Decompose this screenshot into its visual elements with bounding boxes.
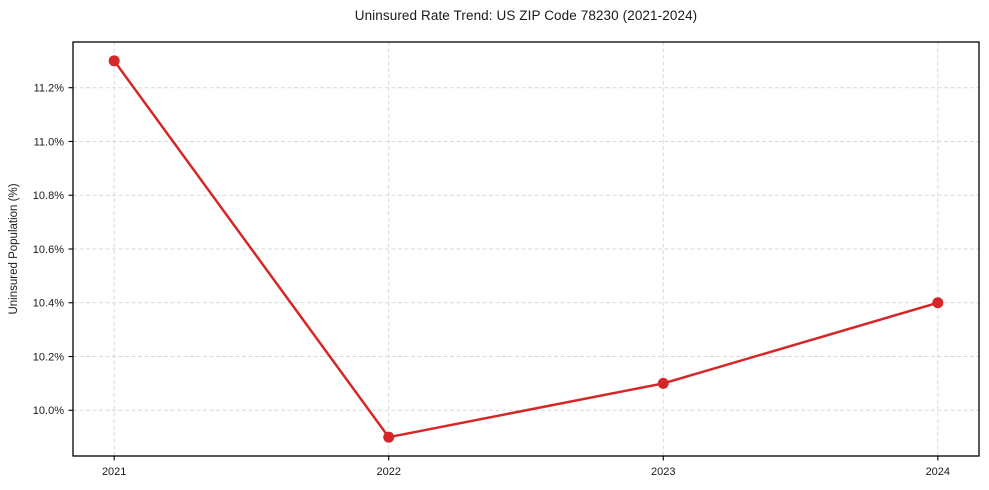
x-tick-label: 2022 xyxy=(376,466,400,478)
chart-title: Uninsured Rate Trend: US ZIP Code 78230 … xyxy=(354,8,698,23)
y-tick-label: 11.2% xyxy=(34,83,65,95)
y-tick-label: 10.2% xyxy=(33,351,64,363)
y-tick-label: 10.6% xyxy=(33,244,64,256)
data-point-marker xyxy=(383,431,395,443)
y-tick-label: 10.0% xyxy=(33,405,64,417)
x-tick-label: 2023 xyxy=(651,466,675,478)
x-tick-label: 2021 xyxy=(102,466,126,478)
y-tick-label: 11.0% xyxy=(34,136,65,148)
data-point-marker xyxy=(932,297,944,309)
data-point-marker xyxy=(108,55,120,67)
y-tick-label: 10.8% xyxy=(33,190,64,202)
y-tick-label: 10.4% xyxy=(33,298,64,310)
x-tick-label: 2024 xyxy=(926,466,950,478)
trend-line xyxy=(112,59,940,439)
data-point-marker xyxy=(657,377,669,389)
